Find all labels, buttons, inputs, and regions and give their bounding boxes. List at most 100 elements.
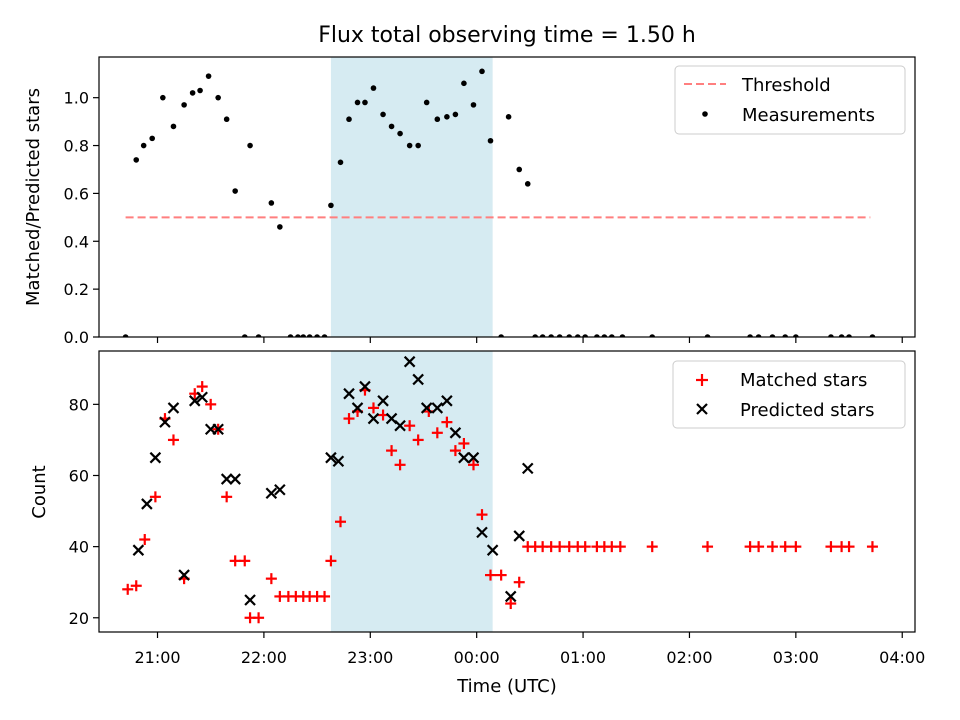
matched-star-point (441, 416, 453, 428)
matched-star-point (221, 491, 233, 503)
x-tick-label: 03:00 (773, 648, 819, 667)
top-y-tick-label: 0.8 (64, 137, 89, 156)
matched-star-point (394, 459, 406, 471)
measurement-point (415, 142, 421, 149)
predicted-star-point (420, 402, 433, 414)
top-y-tick-label: 0.4 (64, 232, 89, 251)
matched-star-point (167, 434, 179, 446)
measurement-point (140, 142, 147, 149)
measurement-point (498, 334, 504, 337)
top-panel: 0.0 0.2 0.4 0.6 0.8 1.0 Matched/Predicted sta… (23, 56, 916, 347)
measurement-point (388, 123, 395, 130)
measurement-point (328, 202, 334, 209)
measurement-point (423, 99, 430, 106)
measurement-point (574, 334, 581, 337)
bottom-y-tick-label: 20 (69, 609, 89, 628)
matched-star-point (130, 580, 142, 592)
x-tick-label: 02:00 (666, 648, 712, 667)
measurement-point (444, 114, 450, 120)
top-legend-box (674, 65, 906, 135)
measurement-point (608, 334, 615, 337)
measurement-point (755, 334, 762, 337)
matched-star-point (458, 437, 470, 449)
matched-star-point (843, 541, 855, 553)
matched-star-point (139, 534, 151, 546)
top-legend[interactable]: Threshold Measurements (674, 65, 906, 135)
matched-star-point (790, 541, 802, 553)
measurement-point (869, 334, 876, 337)
measurement-point (122, 334, 129, 337)
bottom-panel: 20 40 60 80 21:00 22:00 23:00 00:00 01:00 02:00 0… (29, 350, 925, 667)
matched-star-point (485, 569, 497, 581)
predicted-star-point (403, 355, 416, 368)
measurement-point (397, 130, 403, 137)
measurement-point (362, 99, 368, 106)
x-axis-label: Time (UTC) (456, 676, 557, 697)
top-y-tick-label: 0.6 (64, 184, 89, 203)
predicted-star-point (159, 416, 171, 428)
predicted-star-point (132, 544, 145, 556)
x-tick-label: 23:00 (347, 648, 393, 667)
chart-title: Flux total observing time = 1.50 h (318, 23, 696, 48)
measurement-point (306, 334, 313, 337)
predicted-star-point (504, 590, 517, 603)
measurement-point (704, 334, 711, 337)
legend-measurements-swatch (702, 111, 708, 117)
measurement-point (255, 334, 262, 337)
measurement-point (205, 73, 212, 79)
predicted-star-point (521, 462, 534, 475)
matched-star-point (431, 427, 443, 439)
measurement-point (505, 114, 512, 120)
measurement-point (769, 334, 776, 337)
predicted-star-point (274, 483, 286, 496)
measurement-point (189, 90, 196, 96)
matched-star-point (367, 402, 379, 414)
bottom-y-axis-label: Count (29, 465, 50, 518)
measurement-point (287, 334, 294, 337)
measurement-point (160, 94, 166, 101)
top-y-tick-label: 1.0 (64, 89, 89, 108)
measurement-point (470, 102, 477, 108)
matched-star-point (319, 590, 331, 602)
predicted-star-point (441, 395, 453, 407)
measurement-point (337, 159, 344, 166)
bottom-legend[interactable]: Matched stars Predicted stars (672, 360, 906, 429)
legend-measurements-label: Measurements (742, 105, 875, 126)
top-axes-frame (98, 56, 916, 338)
measurement-point (516, 166, 523, 173)
bottom-y-tick-label: 60 (69, 466, 89, 485)
measurement-point (321, 334, 328, 337)
measurement-point (300, 334, 307, 337)
matched-star-point (753, 541, 765, 553)
measurement-point (846, 334, 852, 337)
x-tick-label: 04:00 (879, 648, 925, 667)
measurement-point (223, 116, 230, 123)
measurement-point (747, 334, 753, 337)
measurement-point (354, 99, 361, 106)
matched-star-point (579, 541, 591, 553)
measurement-point (295, 334, 301, 337)
bottom-shaded-span (330, 351, 493, 632)
measurement-point (524, 181, 531, 187)
predicted-star-point (343, 387, 355, 400)
top-y-axis-label: Matched/Predicted stars (23, 88, 44, 306)
predicted-star-point (167, 402, 180, 414)
matched-star-point (866, 541, 878, 553)
measurement-point (241, 334, 248, 337)
predicted-star-point (244, 594, 256, 606)
measurement-point (434, 116, 441, 123)
measurement-point (380, 111, 386, 118)
measurement-point (170, 123, 177, 130)
matched-star-point (646, 541, 658, 553)
predicted-star-point (476, 526, 488, 539)
predicted-star-point (188, 395, 201, 407)
measurement-point (548, 334, 554, 337)
predicted-star-point (332, 455, 345, 468)
bottom-y-tick-label: 40 (69, 538, 89, 557)
predicted-star-point (265, 487, 278, 500)
measurement-point (268, 200, 275, 206)
measurement-point (479, 68, 485, 75)
measurement-point (828, 334, 834, 337)
matched-star-point (335, 516, 347, 528)
